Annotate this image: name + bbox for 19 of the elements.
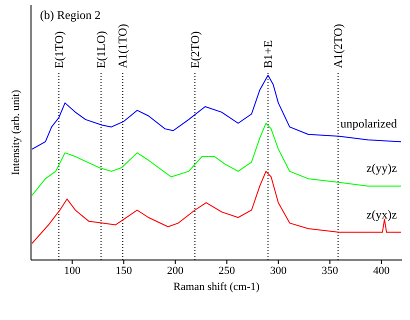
series-label: z(yy)z bbox=[366, 161, 397, 176]
series-label: unpolarized bbox=[340, 116, 397, 131]
text: (b) Region 2 bbox=[40, 8, 101, 23]
x-tick-label: 200 bbox=[167, 264, 184, 277]
ref-line-label: B1+E bbox=[261, 40, 276, 68]
series-label: z(yx)z bbox=[366, 207, 397, 222]
x-tick-label: 250 bbox=[218, 264, 236, 277]
ref-line-label: E(1TO) bbox=[52, 31, 66, 68]
x-tick-label: 400 bbox=[373, 264, 390, 277]
ref-line-label: A1(2TO) bbox=[331, 24, 346, 68]
ref-line-label: A1(1TO) bbox=[116, 24, 130, 68]
x-tick-label: 300 bbox=[270, 264, 288, 277]
x-axis-title: Raman shift (cm-1) bbox=[173, 281, 260, 293]
ref-line-label: E(2TO) bbox=[188, 31, 202, 68]
x-tick-label: 350 bbox=[322, 264, 339, 277]
y-axis-title: Intensity (arb. unit) bbox=[10, 90, 22, 176]
ref-line-label: E(1LO) bbox=[94, 30, 108, 68]
x-tick-label: 100 bbox=[64, 264, 81, 277]
x-tick-label: 150 bbox=[116, 264, 132, 277]
